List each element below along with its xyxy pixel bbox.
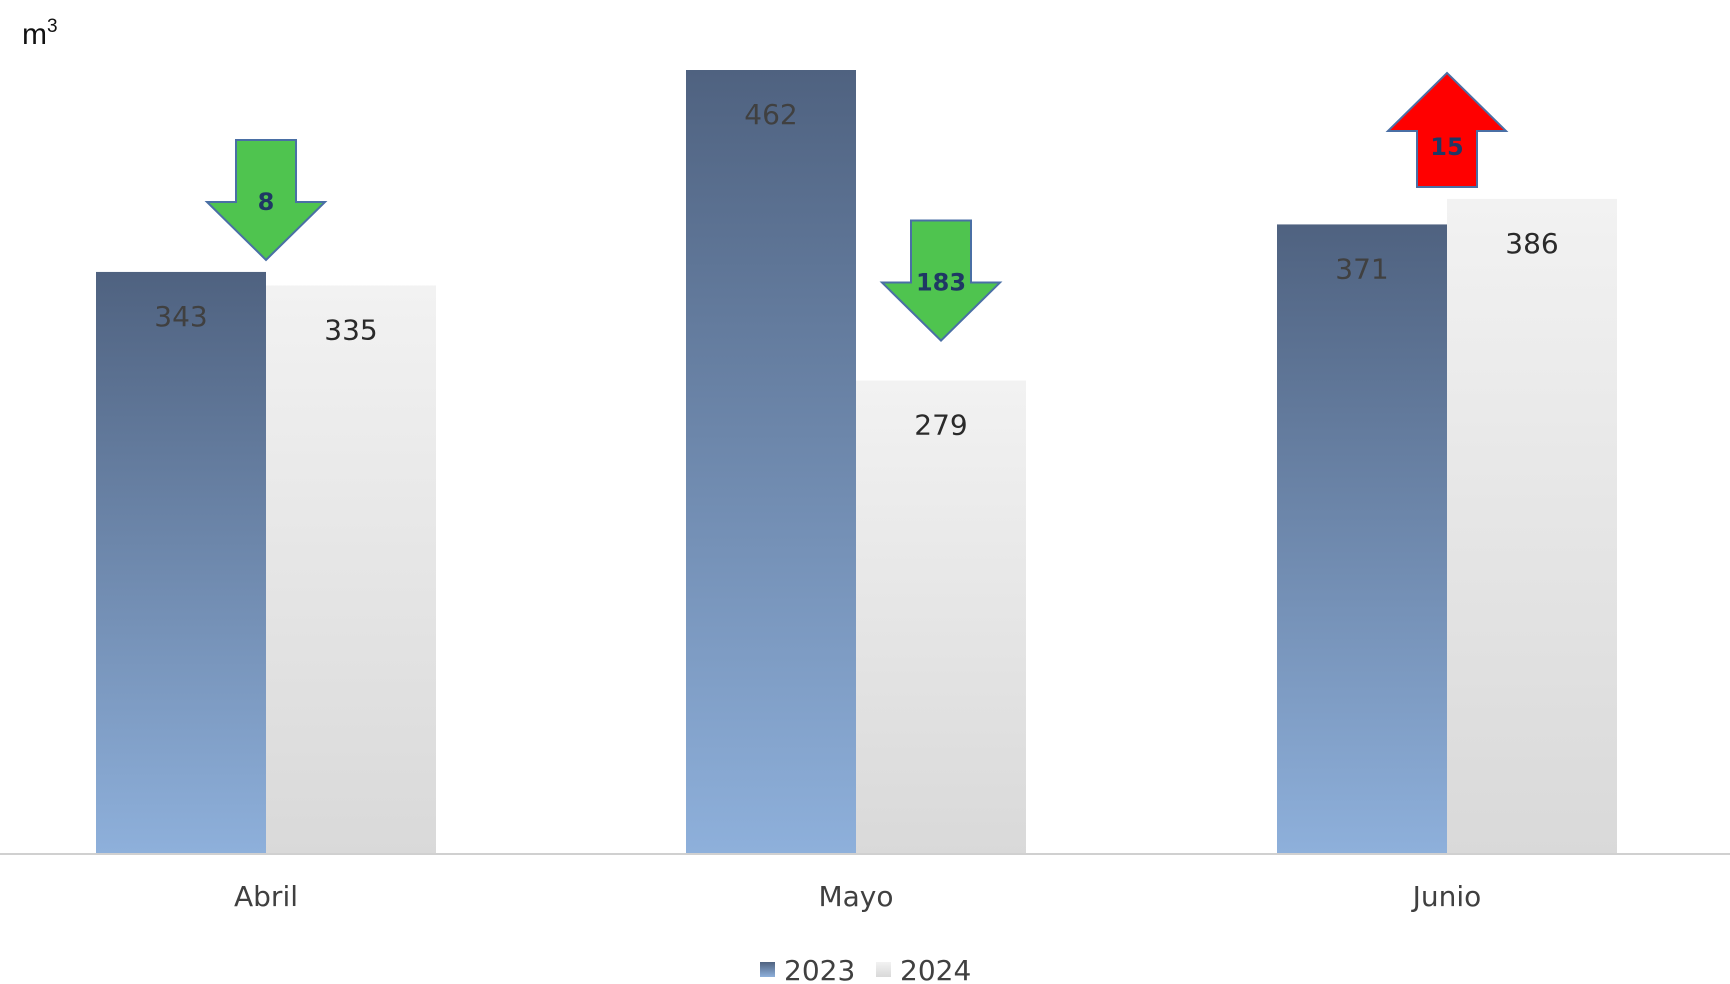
value-label-junio-2023: 371	[1335, 252, 1388, 285]
value-label-abril-2023: 343	[154, 300, 207, 333]
bar-junio-2023	[1277, 224, 1447, 854]
arrow-up-icon	[1385, 71, 1509, 188]
legend[interactable]: 2023 2024	[760, 954, 971, 984]
change-arrow-junio: 15	[1385, 71, 1509, 188]
value-labels-layer: 343 335 462 279 371 386	[154, 98, 1558, 442]
category-labels-layer: Abril Mayo Junio	[234, 880, 1481, 913]
arrow-down-icon	[879, 219, 1003, 342]
bar-mayo-2023	[686, 70, 856, 854]
bar-mayo-2024	[856, 380, 1026, 854]
unit-label: m3	[22, 16, 58, 51]
change-arrow-abril: 8	[204, 138, 328, 262]
value-label-mayo-2024: 279	[914, 409, 967, 442]
bars-layer	[96, 70, 1617, 854]
change-arrows-layer: 8 183 15	[204, 71, 1509, 342]
value-label-abril-2024: 335	[324, 314, 377, 347]
legend-swatch-2023	[760, 962, 775, 977]
bar-junio-2024	[1447, 198, 1617, 854]
unit-label-superscript: 3	[47, 16, 58, 37]
change-arrow-label-mayo: 183	[916, 269, 966, 297]
category-label-abril: Abril	[234, 880, 298, 913]
unit-label-base: m	[22, 18, 47, 51]
legend-swatch-2024	[876, 962, 891, 977]
arrow-down-icon	[204, 138, 328, 262]
legend-label-2023[interactable]: 2023	[784, 954, 855, 984]
change-arrow-mayo: 183	[879, 219, 1003, 342]
bar-abril-2024	[266, 285, 436, 854]
bar-abril-2023	[96, 271, 266, 854]
category-label-junio: Junio	[1411, 880, 1482, 913]
change-arrow-label-junio: 15	[1430, 133, 1463, 161]
legend-label-2024[interactable]: 2024	[900, 954, 971, 984]
change-arrow-label-abril: 8	[258, 188, 275, 216]
value-label-mayo-2023: 462	[744, 98, 797, 131]
value-label-junio-2024: 386	[1505, 227, 1558, 260]
category-label-mayo: Mayo	[818, 880, 893, 913]
